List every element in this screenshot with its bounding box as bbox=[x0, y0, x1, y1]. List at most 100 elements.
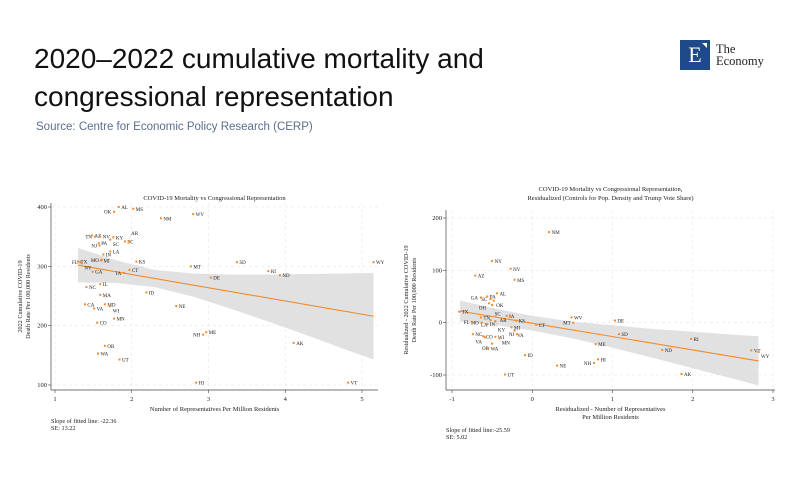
label-leader-line bbox=[495, 321, 498, 328]
point-label: MO bbox=[471, 322, 479, 327]
data-point-wi bbox=[494, 335, 497, 338]
data-point-al bbox=[495, 292, 498, 295]
data-point-ks bbox=[515, 319, 518, 322]
data-point-id bbox=[145, 291, 148, 294]
x-tick-label: 1 bbox=[53, 396, 56, 403]
fitted-line bbox=[77, 264, 374, 317]
data-point-ca bbox=[83, 303, 86, 306]
point-label: WA bbox=[491, 347, 499, 352]
data-point-nc bbox=[471, 333, 474, 336]
point-label: FL bbox=[464, 321, 470, 326]
point-label: RI bbox=[694, 338, 699, 343]
point-label: MN bbox=[117, 318, 125, 323]
data-point-in bbox=[102, 253, 105, 256]
point-label: CT bbox=[539, 324, 545, 329]
data-point-ct bbox=[128, 268, 131, 271]
point-label: LA bbox=[481, 323, 488, 328]
data-point-mt bbox=[189, 265, 192, 268]
data-point-ga bbox=[479, 296, 482, 299]
point-label: DE bbox=[617, 320, 624, 325]
point-label: WY bbox=[376, 261, 385, 266]
fit-note: SE: 5.02 bbox=[446, 434, 467, 441]
data-point-or bbox=[491, 342, 494, 345]
point-label: UT bbox=[507, 373, 514, 378]
data-point-wa bbox=[487, 347, 490, 350]
point-label: MS bbox=[517, 279, 524, 284]
data-point-mt bbox=[572, 321, 575, 324]
data-point-wi bbox=[109, 305, 112, 308]
point-label: CT bbox=[132, 269, 138, 274]
data-point-tx bbox=[458, 310, 461, 313]
data-point-ak bbox=[680, 372, 683, 375]
data-point-pa bbox=[486, 295, 489, 298]
data-point-nj bbox=[516, 333, 519, 336]
point-label: LA bbox=[113, 251, 120, 256]
y-tick-label: 0 bbox=[439, 320, 442, 327]
point-label: IN bbox=[106, 253, 112, 258]
point-label: OR bbox=[107, 345, 115, 350]
data-point-nd bbox=[661, 348, 664, 351]
data-point-sd bbox=[617, 333, 620, 336]
data-point-az bbox=[474, 274, 477, 277]
data-point-hi bbox=[195, 381, 198, 384]
point-label: AZ bbox=[478, 275, 485, 280]
chart-1: COVID-19 Mortality vs Congressional Repr… bbox=[17, 195, 385, 432]
y-tick-label: 100 bbox=[432, 267, 442, 274]
point-label: IA bbox=[116, 272, 122, 277]
data-point-mo bbox=[480, 321, 483, 324]
x-tick-label: 3 bbox=[207, 396, 210, 403]
logo-text: The Economy bbox=[716, 43, 764, 68]
data-point-sc bbox=[489, 298, 492, 301]
data-point-nm bbox=[159, 217, 162, 220]
point-label: ND bbox=[665, 349, 673, 354]
point-label: VA bbox=[517, 334, 524, 339]
point-label: NM bbox=[552, 231, 561, 236]
point-label: IN bbox=[490, 323, 496, 328]
point-label: TN bbox=[483, 316, 490, 321]
data-point-nc bbox=[85, 286, 88, 289]
data-point-nd bbox=[278, 274, 281, 277]
data-point-wv bbox=[570, 316, 573, 319]
point-label: NJ bbox=[509, 333, 515, 338]
data-point-va bbox=[483, 336, 486, 339]
data-point-wy bbox=[757, 350, 760, 353]
label-leader-line bbox=[491, 304, 495, 312]
data-point-fl bbox=[471, 321, 474, 324]
point-label: TX bbox=[81, 261, 88, 266]
point-label: MA bbox=[103, 294, 111, 299]
point-label: MD bbox=[107, 303, 115, 308]
data-point-al bbox=[117, 206, 120, 208]
point-label: NE bbox=[179, 305, 186, 310]
page-title: 2020–2022 cumulative mortality and congr… bbox=[34, 43, 484, 112]
point-label: NH bbox=[584, 362, 592, 367]
point-label: TN bbox=[85, 236, 92, 241]
point-label: VT bbox=[351, 382, 358, 387]
point-label: VT bbox=[754, 349, 761, 354]
point-label: NC bbox=[89, 286, 97, 291]
point-label: NM bbox=[163, 217, 172, 222]
data-point-mi bbox=[510, 326, 513, 329]
data-point-nv bbox=[509, 267, 512, 270]
data-point-ne bbox=[556, 364, 559, 367]
data-point-ar bbox=[127, 240, 130, 243]
data-point-sd bbox=[235, 261, 238, 264]
point-label: MN bbox=[502, 342, 510, 347]
x-tick-label: 2 bbox=[691, 396, 694, 403]
point-label: WY bbox=[761, 355, 770, 360]
point-label: AK bbox=[296, 342, 304, 347]
data-point-ak bbox=[292, 341, 295, 344]
data-point-nv bbox=[99, 235, 102, 238]
point-label: SD bbox=[621, 333, 628, 338]
x-axis-label: Per Million Residents bbox=[582, 414, 639, 421]
data-point-co bbox=[482, 335, 485, 338]
data-point-fl bbox=[79, 261, 82, 264]
point-label: KS bbox=[519, 320, 526, 325]
x-tick-label: 3 bbox=[771, 396, 774, 403]
x-tick-label: -1 bbox=[449, 396, 454, 403]
data-point-ga bbox=[91, 270, 94, 273]
data-point-sc bbox=[109, 238, 112, 241]
point-label: ID bbox=[528, 354, 534, 359]
point-label: TX bbox=[462, 311, 469, 316]
data-point-me bbox=[205, 331, 208, 334]
